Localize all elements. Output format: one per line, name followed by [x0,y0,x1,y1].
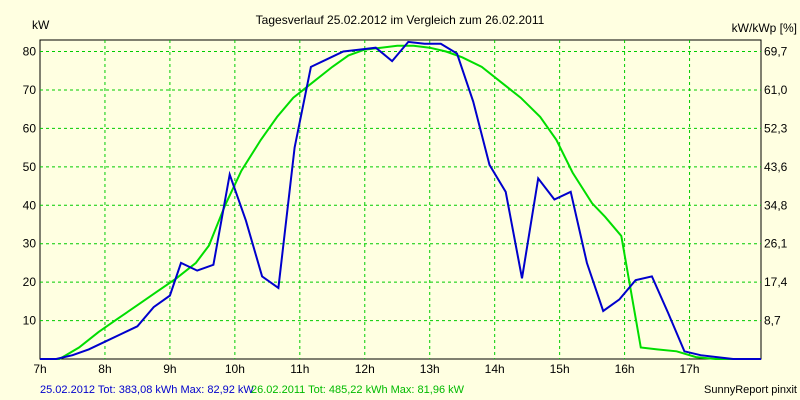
series-line-2011 [40,44,761,360]
x-tick-label: 7h [33,362,46,376]
y-axis-label-left: kW [32,18,50,32]
y-right-tick-label: 61,0 [764,83,788,97]
y-right-tick-label: 43,6 [764,160,788,174]
y-tick-label: 70 [23,83,37,97]
plot-area [39,39,762,360]
x-tick-label: 13h [420,362,440,376]
y-right-tick-label: 17,4 [764,275,788,289]
y-tick-label: 80 [23,45,37,59]
y-right-tick-label: 34,8 [764,198,788,212]
x-tick-label: 9h [163,362,176,376]
x-tick-label: 14h [485,362,505,376]
x-tick-label: 17h [680,362,700,376]
x-tick-label: 11h [290,362,309,376]
chart-title: Tagesverlauf 25.02.2012 im Vergleich zum… [256,13,545,27]
y-axis-left: 10 20 30 40 50 60 70 80 [23,45,37,328]
y-tick-label: 20 [23,275,37,289]
series-line-2012 [40,40,761,360]
y-tick-label: 50 [23,160,37,174]
y-axis-label-right: kW/kWp [%] [732,21,797,35]
y-right-tick-label: 52,3 [764,121,788,135]
y-tick-label: 10 [23,314,37,328]
footer-series-2012: 25.02.2012 Tot: 383,08 kWh Max: 82,92 kW [40,384,254,396]
x-tick-label: 15h [550,362,570,376]
y-tick-label: 40 [23,198,37,212]
y-tick-label: 60 [23,121,37,135]
grid-lines [40,40,761,359]
y-right-tick-label: 69,7 [764,45,788,59]
footer-series-2011: 26.02.2011 Tot: 485,22 kWh Max: 81,96 kW [251,384,465,396]
y-right-tick-label: 8,7 [764,314,781,328]
y-tick-label: 30 [23,237,37,251]
x-tick-label: 16h [615,362,635,376]
x-axis: 7h 8h 9h 10h 11h 12h 13h 14h 15h 16h 17h [33,362,699,376]
footer-credit: SunnyReport pinxit [704,384,797,396]
y-axis-right: 8,7 17,4 26,1 34,8 43,6 52,3 61,0 69,7 [764,45,788,328]
x-tick-label: 12h [355,362,375,376]
x-tick-label: 10h [225,362,245,376]
y-right-tick-label: 26,1 [764,237,788,251]
x-tick-label: 8h [98,362,111,376]
